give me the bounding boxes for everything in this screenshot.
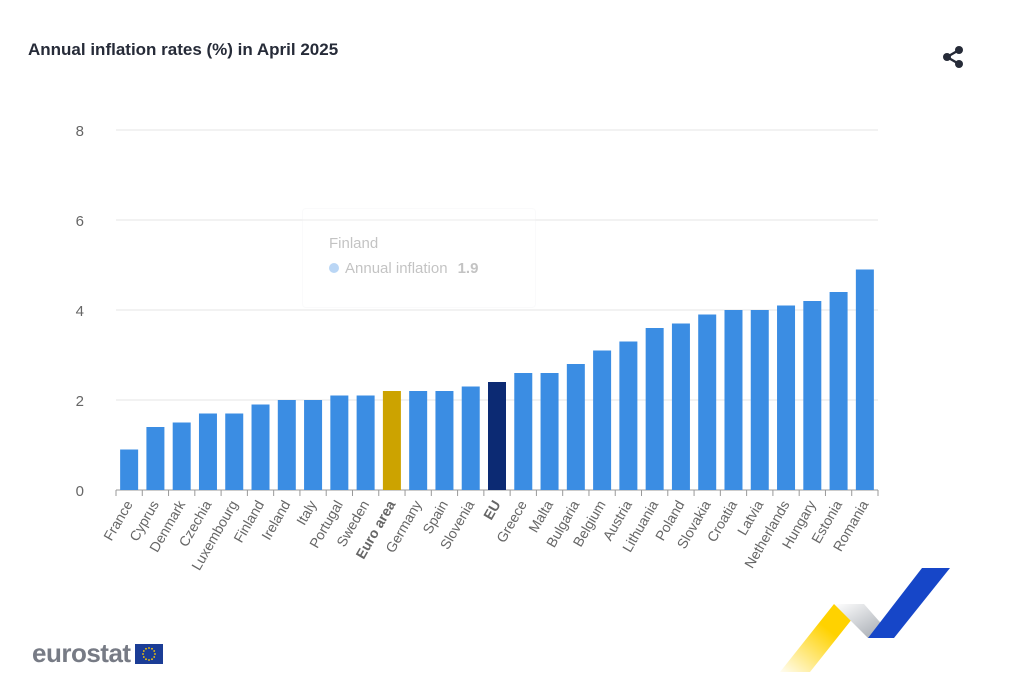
bar-eu <box>488 382 506 490</box>
bar-romania <box>855 269 874 490</box>
bar-bulgaria <box>566 364 585 490</box>
bar-euro-area <box>382 391 401 490</box>
tooltip-value: 1.9 <box>457 260 479 277</box>
eurostat-logo: eurostat <box>32 638 163 669</box>
bar-malta <box>540 373 559 490</box>
bar-finland <box>251 404 270 490</box>
flag-star <box>150 647 153 650</box>
bar-belgium <box>593 350 612 490</box>
share-button[interactable] <box>940 44 966 70</box>
bar-chart: 02468FranceCyprusDenmarkCzechiaLuxembour… <box>76 123 879 573</box>
bar-italy <box>304 400 323 490</box>
bar-latvia <box>750 310 769 490</box>
flag-star <box>152 655 155 658</box>
series-dot-icon <box>329 263 339 273</box>
bar-estonia <box>829 292 848 490</box>
eu-flag-icon <box>134 643 163 664</box>
bar-cyprus <box>146 427 165 490</box>
tooltip-series-label: Annual inflation <box>345 260 448 277</box>
flag-star <box>142 655 145 658</box>
bar-czechia <box>198 413 217 490</box>
bar-lithuania <box>645 328 664 490</box>
y-tick-label: 4 <box>76 303 84 320</box>
y-tick-label: 0 <box>76 483 84 500</box>
logo-text: eurostat <box>32 638 131 668</box>
x-tick-label: Italy <box>293 498 320 528</box>
flag-star <box>147 646 150 649</box>
tooltip-row: Annual inflation 1.9 <box>329 260 478 277</box>
bar-luxembourg <box>225 413 244 490</box>
bar-france <box>120 449 139 490</box>
flag-star <box>153 652 156 655</box>
y-tick-label: 6 <box>76 213 84 230</box>
bar-portugal <box>330 395 349 490</box>
x-tick-label: EU <box>480 498 504 523</box>
flag-star <box>152 649 155 652</box>
flag-star <box>147 658 150 661</box>
share-icon <box>943 46 963 68</box>
bar-slovenia <box>461 386 480 490</box>
bar-slovakia <box>698 314 717 490</box>
bar-poland <box>671 323 690 490</box>
chart-tooltip: Finland Annual inflation 1.9 <box>302 208 536 308</box>
bar-denmark <box>172 422 191 490</box>
bar-hungary <box>803 301 822 490</box>
flag-star <box>144 647 147 650</box>
bar-netherlands <box>777 305 796 490</box>
bar-sweden <box>356 395 375 490</box>
y-tick-label: 2 <box>76 393 84 410</box>
decorative-arrow-graphic <box>780 568 950 672</box>
tooltip-title: Finland <box>329 235 379 252</box>
bar-croatia <box>724 310 743 490</box>
bar-ireland <box>277 400 296 490</box>
bar-spain <box>435 391 454 490</box>
y-tick-label: 8 <box>76 123 84 140</box>
bar-germany <box>409 391 428 490</box>
flag-star <box>150 657 153 660</box>
flag-star <box>141 652 144 655</box>
flag-star <box>144 657 147 660</box>
bar-greece <box>514 373 533 490</box>
chart-title: Annual inflation rates (%) in April 2025 <box>28 40 339 59</box>
bar-austria <box>619 341 638 490</box>
flag-star <box>142 649 145 652</box>
